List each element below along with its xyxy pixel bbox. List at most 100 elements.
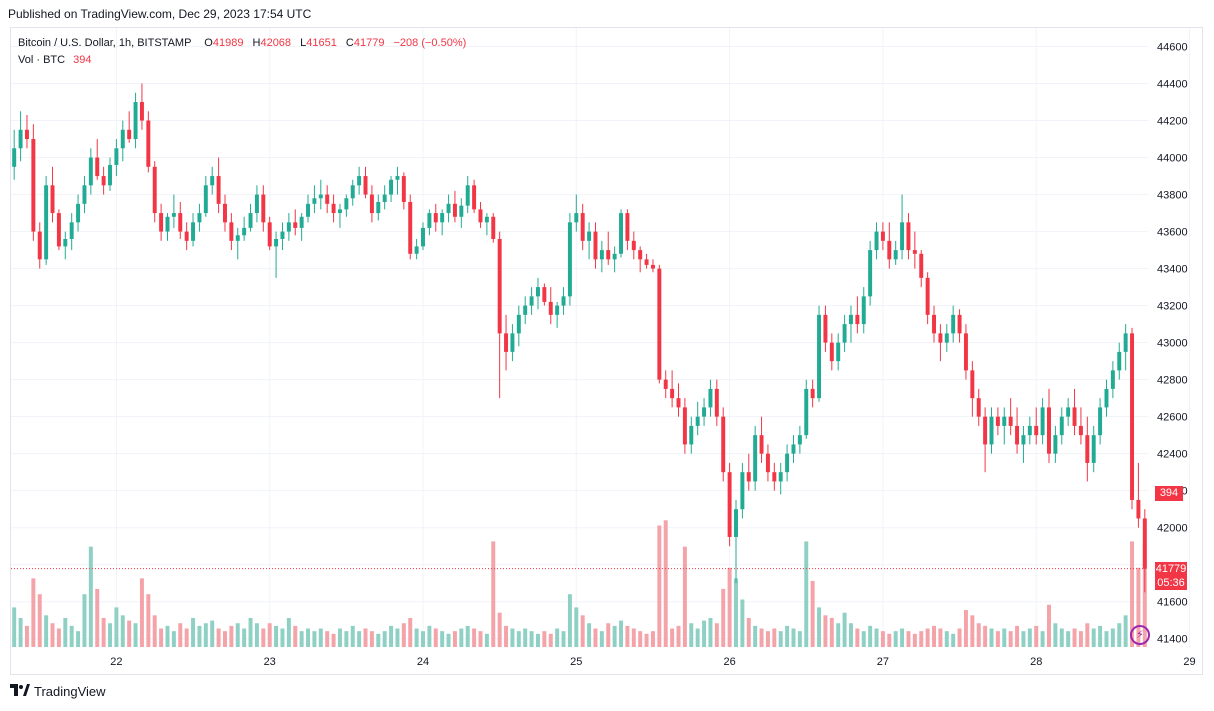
volume-bar bbox=[593, 628, 598, 647]
tradingview-brand[interactable]: TradingView bbox=[10, 684, 106, 699]
candle-body bbox=[523, 305, 528, 315]
volume-bar bbox=[714, 623, 719, 647]
volume-bar bbox=[536, 633, 540, 647]
volume-bar bbox=[753, 625, 758, 647]
volume-bar bbox=[133, 623, 138, 647]
volume-bar bbox=[446, 633, 451, 647]
candle-body bbox=[491, 216, 496, 239]
volume-bar bbox=[855, 628, 860, 647]
volume-bar bbox=[248, 617, 253, 647]
y-tick-label: 43000 bbox=[1157, 338, 1188, 350]
volume-bar bbox=[171, 631, 176, 647]
candle-body bbox=[95, 157, 100, 177]
volume-bar bbox=[689, 623, 694, 647]
x-tick-label: 24 bbox=[417, 656, 429, 668]
volume-bar bbox=[427, 625, 432, 647]
lightning-icon[interactable]: ⚡ bbox=[1130, 625, 1150, 645]
volume-bar bbox=[880, 631, 885, 647]
volume-bar bbox=[983, 625, 988, 647]
candle-body bbox=[574, 213, 579, 223]
volume-bar bbox=[670, 628, 675, 647]
candle-body bbox=[286, 222, 291, 232]
candle-body bbox=[593, 231, 598, 260]
candle-body bbox=[1072, 407, 1077, 426]
volume-bar bbox=[389, 625, 394, 647]
candle-body bbox=[1021, 435, 1026, 445]
last-price-value: 41779 bbox=[1155, 562, 1187, 575]
volume-bar bbox=[82, 594, 87, 647]
volume-bar bbox=[861, 631, 866, 647]
volume-bar bbox=[478, 631, 483, 647]
volume-bar bbox=[433, 628, 438, 647]
candle-body bbox=[1040, 407, 1045, 436]
candle-body bbox=[1002, 416, 1007, 426]
volume-bar bbox=[817, 607, 822, 647]
candle-body bbox=[1047, 407, 1051, 454]
volume-bar bbox=[331, 633, 336, 647]
candle-body bbox=[868, 250, 873, 297]
open-label: O bbox=[204, 37, 213, 49]
candle-body bbox=[836, 342, 841, 362]
volume-label[interactable]: Vol · BTC bbox=[18, 54, 66, 66]
volume-bar bbox=[421, 631, 425, 647]
volume-bar bbox=[765, 631, 770, 647]
candle-body bbox=[446, 203, 451, 214]
candle-body bbox=[178, 213, 183, 232]
symbol-label[interactable]: Bitcoin / U.S. Dollar, 1h, BITSTAMP bbox=[18, 37, 192, 49]
volume-bar bbox=[868, 625, 873, 647]
volume-bar bbox=[1015, 625, 1020, 647]
candle-body bbox=[433, 213, 438, 223]
candle-body bbox=[765, 453, 770, 473]
candle-body bbox=[216, 176, 221, 204]
candle-body bbox=[401, 176, 406, 202]
x-tick-label: 26 bbox=[723, 656, 735, 668]
volume-bar bbox=[216, 628, 221, 647]
volume-bar bbox=[363, 628, 368, 647]
volume-bar bbox=[44, 615, 49, 647]
close-label: C bbox=[345, 37, 354, 49]
volume-bar bbox=[242, 628, 247, 647]
candle-body bbox=[146, 120, 151, 167]
candle-body bbox=[184, 231, 189, 241]
candle-body bbox=[229, 222, 234, 241]
candle-body bbox=[734, 509, 738, 537]
candle-body bbox=[504, 333, 509, 352]
candle-body bbox=[925, 277, 930, 315]
chart-frame[interactable] bbox=[10, 27, 1203, 675]
candle-body bbox=[804, 388, 809, 436]
volume-bar bbox=[101, 617, 106, 647]
candle-body bbox=[318, 194, 323, 199]
candle-body bbox=[369, 194, 374, 214]
volume-bar bbox=[625, 625, 630, 647]
volume-bar bbox=[778, 631, 783, 647]
volume-bar bbox=[842, 612, 847, 647]
volume-bar bbox=[746, 617, 751, 647]
candle-body bbox=[248, 213, 253, 228]
volume-bar bbox=[836, 623, 841, 647]
candle-body bbox=[223, 203, 227, 223]
candle-body bbox=[1085, 435, 1090, 463]
candle-body bbox=[663, 379, 668, 389]
volume-bar bbox=[114, 607, 119, 647]
y-tick-label: 42400 bbox=[1157, 449, 1188, 461]
candle-body bbox=[983, 416, 988, 445]
volume-bars bbox=[12, 520, 1147, 647]
volume-bar bbox=[1136, 567, 1141, 647]
candle-body bbox=[50, 185, 55, 214]
candle-body bbox=[82, 185, 87, 204]
candle-body bbox=[619, 213, 623, 254]
volume-bar bbox=[638, 631, 643, 647]
candle-body bbox=[580, 213, 585, 241]
candle-body bbox=[1008, 416, 1013, 426]
candle-body bbox=[1053, 435, 1058, 454]
volume-bar bbox=[127, 620, 132, 647]
volume-bar bbox=[548, 633, 553, 647]
candle-body bbox=[1117, 351, 1122, 371]
volume-value: 394 bbox=[73, 54, 92, 66]
candle-body bbox=[855, 314, 860, 325]
volume-bar bbox=[203, 623, 208, 647]
volume-bar bbox=[887, 633, 892, 647]
candle-body bbox=[337, 209, 342, 214]
candle-body bbox=[69, 222, 74, 239]
